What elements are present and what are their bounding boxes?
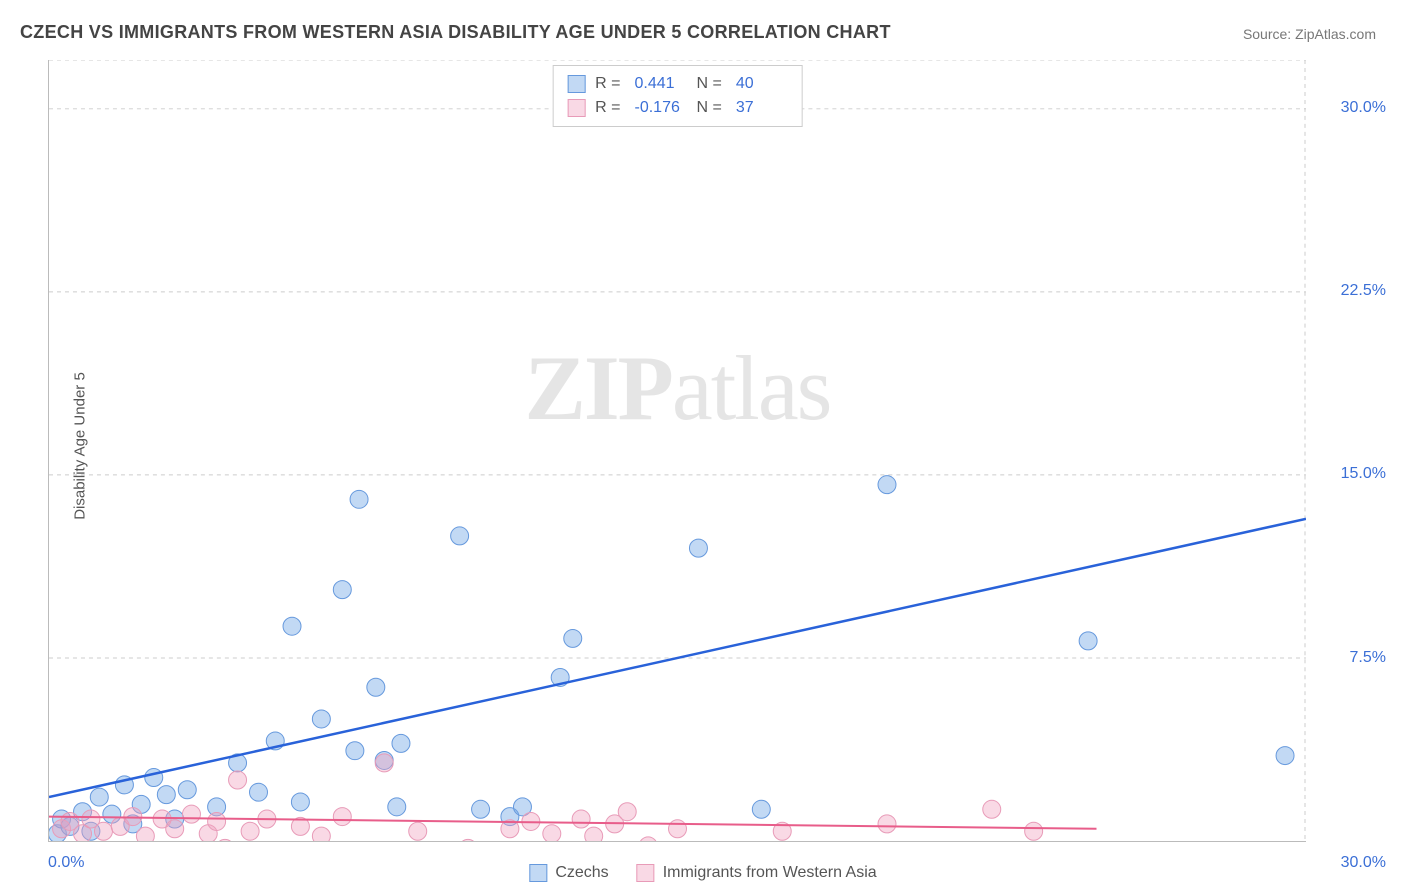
n-value-pink: 37 bbox=[736, 96, 788, 120]
y-tick-label: 15.0% bbox=[1341, 465, 1386, 483]
y-tick-label: 22.5% bbox=[1341, 282, 1386, 300]
n-label: N = bbox=[697, 72, 722, 96]
legend-label: Czechs bbox=[555, 864, 608, 882]
r-value-blue: 0.441 bbox=[635, 72, 687, 96]
n-label: N = bbox=[697, 96, 722, 120]
legend-item-immigrants: Immigrants from Western Asia bbox=[637, 864, 877, 882]
legend-item-czechs: Czechs bbox=[529, 864, 608, 882]
chart-container: CZECH VS IMMIGRANTS FROM WESTERN ASIA DI… bbox=[0, 0, 1406, 892]
r-label: R = bbox=[595, 72, 620, 96]
r-label: R = bbox=[595, 96, 620, 120]
plot-svg bbox=[49, 60, 1306, 841]
legend-row-blue: R = 0.441 N = 40 bbox=[567, 72, 788, 96]
legend-label: Immigrants from Western Asia bbox=[663, 864, 877, 882]
chart-title: CZECH VS IMMIGRANTS FROM WESTERN ASIA DI… bbox=[20, 22, 891, 43]
n-value-blue: 40 bbox=[736, 72, 788, 96]
swatch-pink-icon bbox=[567, 99, 585, 117]
swatch-blue-icon bbox=[567, 75, 585, 93]
plot-area: ZIPatlas R = 0.441 N = 40 R = -0.176 N =… bbox=[48, 60, 1306, 842]
swatch-pink-icon bbox=[637, 864, 655, 882]
y-tick-label: 7.5% bbox=[1350, 649, 1386, 667]
swatch-blue-icon bbox=[529, 864, 547, 882]
r-value-pink: -0.176 bbox=[635, 96, 687, 120]
correlation-legend: R = 0.441 N = 40 R = -0.176 N = 37 bbox=[552, 65, 803, 127]
x-tick-label: 30.0% bbox=[1341, 854, 1386, 872]
source-attribution: Source: ZipAtlas.com bbox=[1243, 26, 1376, 42]
x-tick-label: 0.0% bbox=[48, 854, 84, 872]
y-tick-label: 30.0% bbox=[1341, 99, 1386, 117]
series-legend: Czechs Immigrants from Western Asia bbox=[529, 864, 876, 882]
legend-row-pink: R = -0.176 N = 37 bbox=[567, 96, 788, 120]
